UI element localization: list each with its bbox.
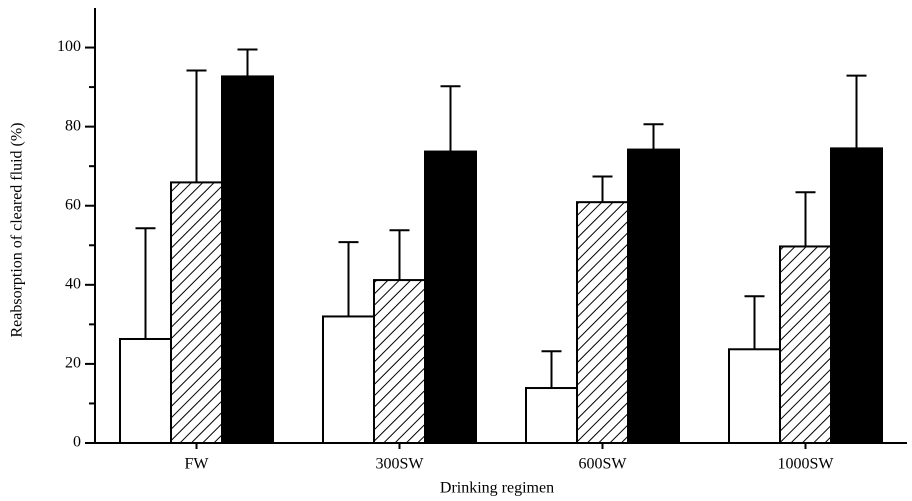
bar (779, 245, 832, 444)
x-tick-label: 300SW (376, 456, 425, 473)
bar (373, 279, 426, 444)
y-tick-label: 0 (73, 434, 81, 451)
y-tick-label: 100 (57, 38, 81, 55)
x-tick-label: 1000SW (778, 456, 835, 473)
y-tick-label: 80 (65, 117, 81, 134)
y-tick-label: 20 (65, 355, 81, 372)
y-tick-label: 40 (65, 275, 81, 292)
bar (627, 148, 680, 444)
bar (424, 150, 477, 445)
bar (576, 201, 629, 444)
bar (322, 315, 375, 445)
bar (221, 75, 274, 444)
bar (119, 337, 172, 444)
bar (728, 348, 781, 445)
x-tick-label: 600SW (579, 456, 628, 473)
x-axis-label: Drinking regimen (440, 480, 554, 497)
y-tick-label: 60 (65, 196, 81, 213)
x-tick-label: FW (185, 456, 210, 473)
y-axis-label: Reabsorption of cleared fluid (%) (9, 122, 26, 337)
bar (170, 181, 223, 445)
bar (525, 387, 578, 445)
bar (830, 147, 883, 445)
